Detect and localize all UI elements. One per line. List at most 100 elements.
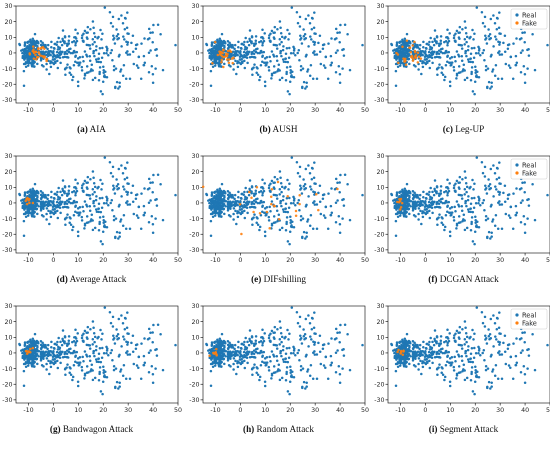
real-point bbox=[118, 385, 121, 388]
real-point bbox=[109, 352, 112, 355]
real-point bbox=[73, 214, 76, 217]
real-point bbox=[118, 318, 121, 321]
x-tick-label: 30 bbox=[124, 407, 132, 414]
real-point bbox=[105, 52, 108, 55]
real-point bbox=[115, 28, 118, 31]
real-point bbox=[291, 306, 294, 309]
real-point bbox=[129, 353, 132, 356]
real-point bbox=[219, 203, 222, 206]
real-point bbox=[151, 41, 154, 44]
real-point bbox=[220, 358, 223, 361]
y-tick-label: 0 bbox=[8, 350, 12, 357]
real-point bbox=[335, 52, 338, 55]
real-point bbox=[476, 221, 479, 224]
real-point bbox=[329, 64, 332, 67]
real-point bbox=[278, 214, 281, 217]
real-point bbox=[214, 64, 217, 67]
real-point bbox=[100, 38, 103, 41]
fake-point bbox=[298, 194, 301, 197]
y-tick-label: -20 bbox=[374, 81, 384, 88]
real-point bbox=[132, 184, 135, 187]
real-point bbox=[64, 335, 67, 338]
real-point bbox=[305, 18, 308, 21]
real-point bbox=[81, 66, 84, 69]
real-point bbox=[404, 53, 407, 56]
fake-point bbox=[228, 61, 231, 64]
real-point bbox=[299, 34, 302, 37]
real-point bbox=[211, 344, 214, 347]
fake-point bbox=[25, 198, 28, 201]
real-point bbox=[102, 66, 105, 69]
real-point bbox=[46, 48, 49, 51]
real-point bbox=[112, 175, 115, 178]
real-point bbox=[344, 174, 347, 177]
real-point bbox=[140, 192, 143, 195]
real-point bbox=[77, 235, 80, 238]
real-point bbox=[151, 341, 154, 344]
real-point bbox=[524, 81, 527, 84]
real-point bbox=[273, 181, 276, 184]
real-point bbox=[290, 52, 293, 55]
real-point bbox=[73, 200, 76, 203]
real-point bbox=[112, 25, 115, 28]
real-point bbox=[466, 36, 469, 39]
real-point bbox=[331, 212, 334, 215]
real-point bbox=[431, 191, 434, 194]
real-point bbox=[408, 195, 411, 198]
real-point bbox=[26, 342, 29, 345]
real-point bbox=[71, 229, 74, 232]
real-point bbox=[313, 200, 316, 203]
real-point bbox=[123, 188, 126, 191]
real-point bbox=[133, 213, 136, 216]
real-point bbox=[428, 201, 431, 204]
real-point bbox=[341, 67, 344, 70]
real-point bbox=[496, 167, 499, 170]
real-point bbox=[474, 230, 477, 233]
fake-point bbox=[218, 50, 221, 53]
real-point bbox=[206, 44, 209, 47]
real-point bbox=[48, 51, 51, 54]
real-point bbox=[101, 332, 104, 335]
real-point bbox=[248, 44, 251, 47]
real-point bbox=[274, 176, 277, 179]
real-point bbox=[395, 220, 398, 223]
real-point bbox=[268, 184, 271, 187]
real-point bbox=[474, 80, 477, 83]
x-tick-label: 0 bbox=[51, 107, 55, 114]
real-point bbox=[339, 231, 342, 234]
real-point bbox=[126, 11, 129, 14]
real-point bbox=[418, 204, 421, 207]
real-point bbox=[101, 182, 104, 185]
y-tick-label: -30 bbox=[374, 247, 384, 254]
x-tick-label: -10 bbox=[23, 107, 33, 114]
real-point bbox=[57, 337, 60, 340]
real-point bbox=[77, 57, 80, 60]
real-point bbox=[34, 354, 37, 357]
real-point bbox=[268, 34, 271, 37]
real-point bbox=[280, 332, 283, 335]
real-point bbox=[450, 214, 453, 217]
real-point bbox=[463, 64, 466, 67]
real-point bbox=[240, 47, 243, 50]
real-point bbox=[86, 194, 89, 197]
real-point bbox=[217, 212, 220, 215]
real-point bbox=[260, 190, 263, 193]
real-point bbox=[322, 198, 325, 201]
y-tick-label: 20 bbox=[191, 169, 199, 176]
real-point bbox=[406, 33, 409, 36]
fake-point bbox=[405, 64, 408, 67]
real-point bbox=[494, 172, 497, 175]
real-point bbox=[414, 45, 417, 48]
real-point bbox=[319, 184, 322, 187]
real-point bbox=[99, 216, 102, 219]
real-point bbox=[122, 74, 125, 77]
fake-point bbox=[286, 195, 289, 198]
real-point bbox=[64, 374, 67, 377]
real-point bbox=[59, 50, 62, 53]
real-point bbox=[440, 190, 443, 193]
real-point bbox=[74, 211, 77, 214]
real-point bbox=[305, 85, 308, 88]
real-point bbox=[21, 57, 24, 60]
real-point bbox=[335, 28, 338, 31]
